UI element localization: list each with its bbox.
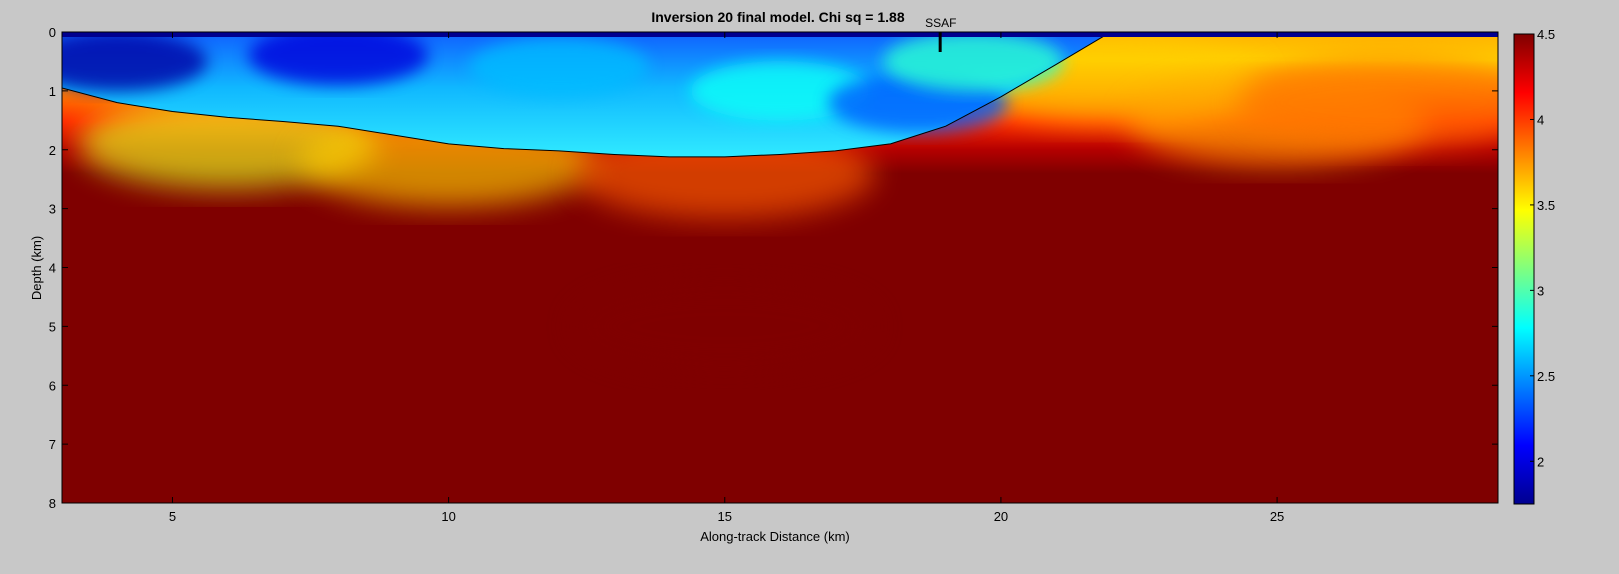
y-tick-label: 0: [49, 25, 56, 40]
velocity-sample: [883, 32, 1064, 92]
basin-velocity-field: [62, 32, 1064, 133]
y-tick-label: 5: [49, 319, 56, 334]
colorbar-tick-label: 3: [1537, 283, 1544, 298]
colorbar-tick-label: 4: [1537, 112, 1544, 127]
colorbar-tick-label: 3.5: [1537, 198, 1555, 213]
x-tick-label: 10: [441, 509, 455, 524]
ssaf-marker: SSAF: [925, 16, 957, 52]
y-tick-label: 3: [49, 202, 56, 217]
velocity-sample: [690, 60, 870, 121]
y-axis-label: Depth (km): [29, 236, 44, 300]
colorbar: [1513, 33, 1535, 505]
y-tick-label: 4: [49, 261, 56, 276]
velocity-sample: [248, 32, 429, 86]
y-tick-label: 7: [49, 437, 56, 452]
velocity-sample: [1237, 57, 1498, 148]
y-tick-label: 1: [49, 84, 56, 99]
y-axis: 0 1 2 3 4 5 6 7 8: [49, 25, 1498, 511]
y-tick-label: 2: [49, 143, 56, 158]
y-tick-label: 8: [49, 496, 56, 511]
colorbar-tick-label: 2: [1537, 454, 1544, 469]
basin-boundary-line: [62, 34, 1107, 158]
colorbar-tick-label: 4.5: [1537, 27, 1555, 42]
x-tick-label: 15: [718, 509, 732, 524]
x-tick-label: 20: [994, 509, 1008, 524]
y-tick-label: 6: [49, 378, 56, 393]
surface-layer: [62, 32, 1498, 37]
velocity-sample: [574, 281, 875, 372]
x-axis-label: Along-track Distance (km): [700, 529, 850, 544]
colorbar-axis: 2 2.5 3 3.5 4 4.5: [1530, 27, 1555, 469]
ssaf-label: SSAF: [925, 16, 956, 30]
plot-area: [62, 32, 1498, 503]
x-tick-label: 25: [1270, 509, 1284, 524]
colorbar-tick-label: 2.5: [1537, 369, 1555, 384]
x-tick-label: 5: [169, 509, 176, 524]
velocity-sample: [469, 37, 650, 98]
x-axis: 5 10 15 20 25: [169, 32, 1284, 524]
velocity-sample: [62, 32, 208, 92]
chart-title: Inversion 20 final model. Chi sq = 1.88: [651, 9, 904, 25]
